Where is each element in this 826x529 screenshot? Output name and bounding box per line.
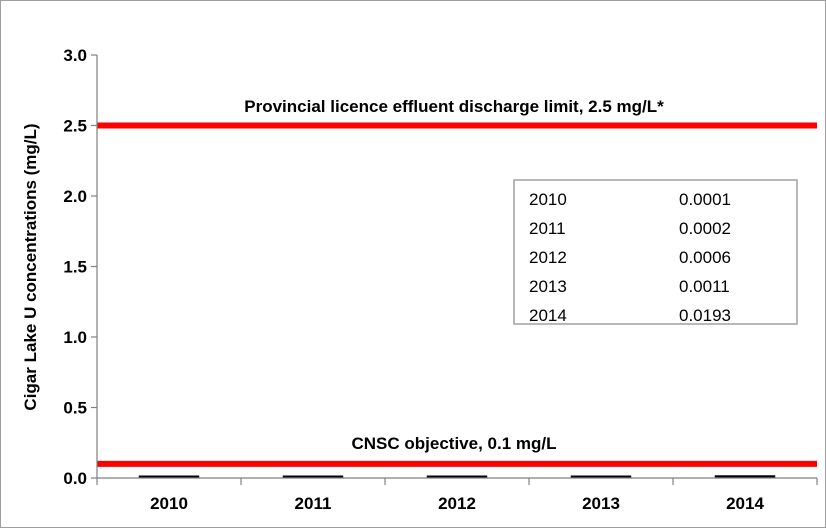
y-tick-label-0.0: 0.0: [63, 469, 87, 488]
bar-2010: [138, 475, 200, 478]
bar-2012: [426, 475, 488, 478]
x-tick-label-2011: 2011: [295, 494, 332, 513]
table-value-2013: 0.0011: [679, 277, 730, 296]
x-tick-label-2013: 2013: [582, 494, 620, 513]
y-tick-label-3.0: 3.0: [63, 46, 87, 65]
y-tick-label-1.5: 1.5: [63, 258, 87, 277]
bar-2013: [570, 475, 632, 478]
table-year-2014: 2014: [529, 306, 567, 325]
table-value-2011: 0.0002: [679, 219, 731, 238]
bar-2011: [282, 475, 344, 478]
table-year-2010: 2010: [529, 190, 567, 209]
table-value-2014: 0.0193: [679, 306, 731, 325]
y-tick-label-1.0: 1.0: [63, 328, 87, 347]
y-tick-label-2.5: 2.5: [63, 117, 87, 136]
y-axis-title: Cigar Lake U concentrations (mg/L): [21, 123, 40, 410]
x-tick-label-2014: 2014: [726, 494, 764, 513]
cnsc-objective-label: CNSC objective, 0.1 mg/L: [352, 434, 557, 453]
y-tick-label-0.5: 0.5: [63, 399, 87, 418]
y-tick-label-2.0: 2.0: [63, 187, 87, 206]
discharge-limit-label: Provincial licence effluent discharge li…: [244, 97, 664, 116]
x-tick-label-2012: 2012: [438, 494, 476, 513]
data-table: 2010 0.0001 2011 0.0002 2012 0.0006 2013…: [513, 179, 798, 325]
table-value-2012: 0.0006: [679, 248, 731, 267]
bar-2014: [714, 475, 776, 478]
table-year-2013: 2013: [529, 277, 567, 296]
table-year-2011: 2011: [529, 219, 566, 238]
table-year-2012: 2012: [529, 248, 567, 267]
table-value-2010: 0.0001: [679, 190, 731, 209]
data-table-box: [513, 179, 798, 325]
x-tick-label-2010: 2010: [150, 494, 188, 513]
